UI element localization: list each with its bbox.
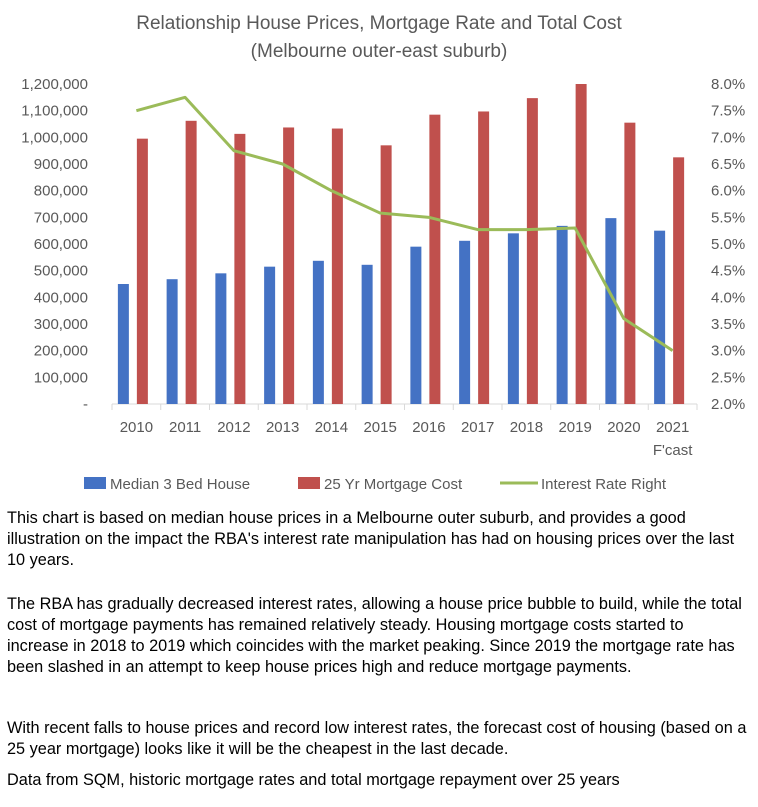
y-right-tick-label: 5.5%: [711, 209, 745, 226]
legend-swatch-mortgage-cost: [298, 477, 320, 489]
bar-median-house: [654, 230, 666, 404]
bar-mortgage-cost: [478, 111, 490, 404]
legend-label-median-house: Median 3 Bed House: [110, 476, 250, 493]
bar-median-house: [459, 240, 471, 404]
bar-mortgage-cost: [331, 128, 343, 405]
y-left-tick-label: 600,000: [34, 236, 88, 253]
y-left-tick-label: 500,000: [34, 263, 88, 280]
y-left-tick-label: -: [83, 396, 88, 413]
x-tick-sublabel: F'cast: [653, 442, 693, 459]
bar-median-house: [312, 260, 324, 404]
bar-mortgage-cost: [136, 138, 148, 404]
bar-mortgage-cost: [624, 122, 636, 405]
bar-median-house: [264, 266, 276, 404]
bar-mortgage-cost: [185, 120, 197, 405]
bar-median-house: [361, 264, 373, 404]
y-left-tick-label: 1,100,000: [21, 103, 88, 120]
y-right-tick-label: 3.0%: [711, 343, 745, 360]
y-right-tick-label: 2.5%: [711, 369, 745, 386]
x-tick-label: 2013: [266, 419, 299, 436]
y-left-tick-label: 200,000: [34, 343, 88, 360]
y-right-tick-label: 4.0%: [711, 289, 745, 306]
bar-mortgage-cost: [526, 98, 538, 404]
y-right-tick-label: 4.5%: [711, 263, 745, 280]
x-tick-label: 2019: [558, 419, 591, 436]
y-right-tick-label: 7.5%: [711, 103, 745, 120]
x-tick-label: 2018: [510, 419, 543, 436]
chart-area: Relationship House Prices, Mortgage Rate…: [21, 13, 745, 493]
bar-mortgage-cost: [575, 84, 587, 404]
bar-mortgage-cost: [429, 114, 441, 405]
y-left-tick-label: 400,000: [34, 289, 88, 306]
x-tick-label: 2012: [217, 419, 250, 436]
x-tick-label: 2021: [656, 419, 689, 436]
y-right-tick-label: 5.0%: [711, 236, 745, 253]
x-tick-label: 2011: [169, 419, 201, 436]
y-left-tick-label: 800,000: [34, 183, 88, 200]
legend-label-interest-rate: Interest Rate Right: [541, 476, 667, 493]
x-tick-label: 2015: [363, 419, 396, 436]
caption-paragraph-2: The RBA has gradually decreased interest…: [7, 595, 742, 676]
caption-paragraph-1: This chart is based on median house pric…: [7, 509, 735, 569]
chart-title-line-1: Relationship House Prices, Mortgage Rate…: [136, 13, 622, 34]
bar-mortgage-cost: [283, 127, 295, 404]
y-left-tick-label: 900,000: [34, 156, 88, 173]
y-left-tick-label: 100,000: [34, 369, 88, 386]
bar-mortgage-cost: [673, 157, 685, 404]
y-right-tick-label: 6.0%: [711, 183, 745, 200]
y-right-tick-label: 8.0%: [711, 76, 745, 93]
bar-median-house: [556, 225, 568, 404]
y-left-tick-label: 1,200,000: [21, 76, 88, 93]
chart-title-line-2: (Melbourne outer-east suburb): [251, 41, 508, 62]
x-tick-label: 2014: [315, 419, 348, 436]
interest-rate-line: [135, 95, 674, 352]
bar-mortgage-cost: [234, 133, 246, 404]
bar-mortgage-cost: [380, 145, 392, 405]
y-right-tick-label: 3.5%: [711, 316, 745, 333]
bar-median-house: [215, 273, 227, 404]
y-left-tick-label: 1,000,000: [21, 129, 88, 146]
bar-median-house: [507, 233, 519, 404]
chart-svg: Relationship House Prices, Mortgage Rate…: [21, 13, 745, 493]
x-tick-label: 2017: [461, 419, 494, 436]
source-note: Data from SQM, historic mortgage rates a…: [7, 771, 620, 789]
y-left-tick-label: 700,000: [34, 209, 88, 226]
legend-label-mortgage-cost: 25 Yr Mortgage Cost: [324, 476, 463, 493]
legend-swatch-median-house: [84, 477, 106, 489]
x-tick-label: 2020: [607, 419, 640, 436]
y-right-tick-label: 6.5%: [711, 156, 745, 173]
bar-median-house: [166, 279, 178, 404]
bar-median-house: [410, 246, 422, 404]
x-tick-label: 2010: [120, 419, 153, 436]
bar-median-house: [117, 284, 129, 404]
x-tick-label: 2016: [412, 419, 445, 436]
bar-median-house: [605, 218, 617, 404]
y-right-tick-label: 2.0%: [711, 396, 745, 413]
y-right-tick-label: 7.0%: [711, 129, 745, 146]
caption-paragraph-3: With recent falls to house prices and re…: [7, 719, 747, 758]
y-left-tick-label: 300,000: [34, 316, 88, 333]
